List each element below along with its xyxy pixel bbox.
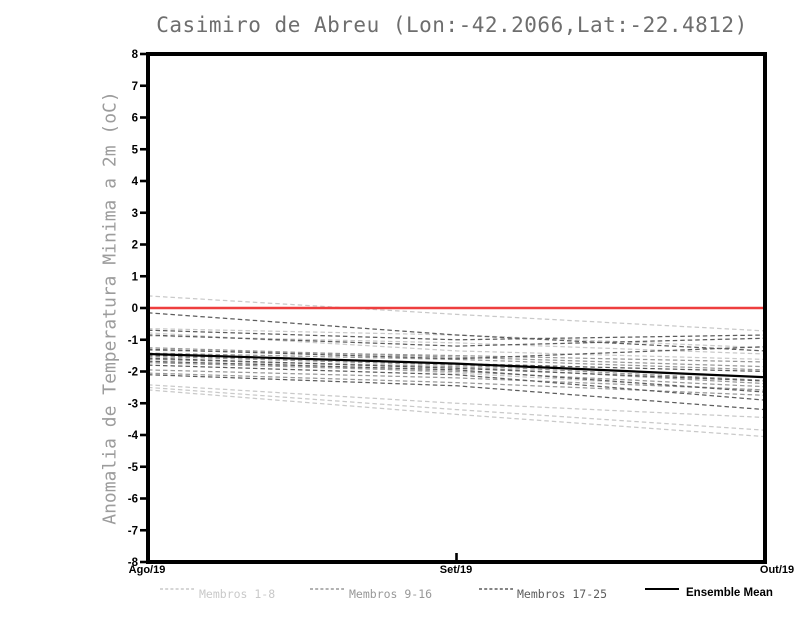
x-tick-label-out19: Out/19	[759, 564, 795, 576]
legend: Membros 1-8 Membros 9-16 Membros 17-25 E…	[0, 586, 800, 606]
svg-text:-4: -4	[128, 430, 139, 442]
legend-label-membros-17-25: Membros 17-25	[517, 587, 608, 601]
svg-text:-6: -6	[128, 494, 138, 506]
svg-text:-2: -2	[128, 367, 138, 379]
svg-text:0: 0	[132, 303, 138, 315]
svg-text:7: 7	[132, 81, 138, 93]
svg-text:5: 5	[132, 144, 139, 156]
chart-title: Casimiro de Abreu (Lon:-42.2066,Lat:-22.…	[156, 13, 748, 37]
svg-text:-8: -8	[128, 557, 139, 569]
svg-text:1: 1	[132, 271, 139, 283]
svg-text:-5: -5	[128, 462, 139, 474]
svg-text:3: 3	[132, 208, 138, 220]
svg-text:8: 8	[132, 49, 139, 61]
legend-line-sample-membros-1-8	[160, 588, 194, 590]
svg-text:-7: -7	[128, 525, 138, 537]
legend-line-sample-membros-17-25	[479, 588, 513, 590]
legend-label-membros-1-8: Membros 1-8	[199, 587, 276, 601]
x-tick-label-ago19: Ago/19	[128, 564, 166, 576]
x-tick-label-set19: Set/19	[439, 564, 473, 576]
legend-label-ensemble-mean: Ensemble Mean	[686, 587, 773, 599]
svg-text:4: 4	[132, 176, 139, 188]
legend-line-sample-membros-9-16	[310, 588, 344, 590]
svg-text:-1: -1	[128, 335, 139, 347]
svg-text:6: 6	[132, 113, 138, 125]
svg-text:2: 2	[132, 240, 138, 252]
svg-text:-3: -3	[128, 398, 138, 410]
legend-line-sample-ensemble-mean	[645, 588, 679, 590]
legend-label-membros-9-16: Membros 9-16	[349, 587, 433, 601]
